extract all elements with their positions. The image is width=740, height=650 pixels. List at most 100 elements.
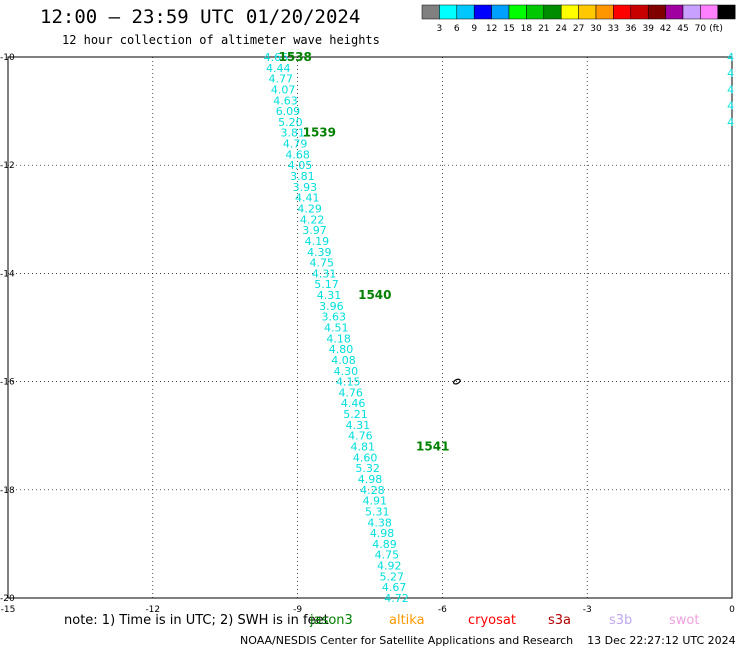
swh-value-label: 4.72: [384, 592, 409, 605]
legend-tick-label: 30: [590, 24, 602, 34]
swh-value-label: 4.81: [351, 441, 376, 454]
swh-value-label: 4.44: [266, 62, 291, 75]
swh-value-label: 4.05: [288, 159, 313, 172]
swh-value-label: 3.96: [319, 300, 344, 313]
swh-value-label: 4.63: [273, 94, 298, 107]
y-tick-label: -12: [0, 161, 15, 171]
swh-value-label: 4.28: [360, 484, 385, 497]
swh-value-label: 5.21: [343, 408, 368, 421]
legend-tick-label: 18: [521, 24, 533, 34]
plot-frame: [7, 56, 733, 599]
y-tick-label: -18: [0, 486, 15, 496]
swh-value-label: 5.20: [278, 116, 303, 129]
legend-tick-label: 39: [642, 24, 654, 34]
swh-value-label: 3.93: [293, 181, 318, 194]
legend-unit: (ft): [709, 24, 723, 34]
x-tick-label: -9: [293, 605, 302, 615]
swh-value-label: 4.79: [283, 138, 308, 151]
swh-value-label: 4.60: [353, 451, 378, 464]
satellite-legend-altika: altika: [389, 613, 425, 628]
swh-value-label: 4.22: [300, 213, 325, 226]
swh-value-label: 4.98: [370, 527, 395, 540]
swh-value-label: 4: [727, 100, 734, 113]
satellite-legend-jason3: jason3: [310, 613, 353, 628]
legend-tick-label: 9: [471, 24, 477, 34]
y-tick-label: -16: [0, 378, 15, 388]
swh-value-label: 4.41: [295, 192, 320, 205]
swh-value-label: 5.17: [314, 278, 339, 291]
swh-value-label: 4.98: [358, 473, 383, 486]
swh-value-label: 4.51: [324, 322, 349, 335]
footer-credit-text: NOAA/NESDIS Center for Satellite Applica…: [240, 634, 574, 647]
coastline-mark: [452, 378, 461, 385]
swh-value-label: 4.07: [271, 83, 296, 96]
y-tick-label: -14: [0, 269, 15, 279]
legend-tick-label: 33: [608, 24, 619, 34]
swh-value-label: 4: [727, 83, 734, 96]
satellite-legend-cryosat: cryosat: [468, 613, 516, 628]
pass-number-label: 1541: [416, 440, 449, 454]
swh-value-label: 4.31: [317, 289, 342, 302]
swh-value-label: 4.29: [297, 202, 322, 215]
swh-value-label: 5.31: [365, 505, 390, 518]
legend-tick-label: 3: [437, 24, 443, 34]
swh-value-label: 4.08: [331, 354, 356, 367]
swh-value-label: 4.92: [377, 560, 402, 573]
note-text: note: 1) Time is in UTC; 2) SWH is in fe…: [64, 613, 329, 628]
y-tick-label: -10: [0, 53, 15, 63]
swh-value-label: 4.38: [367, 516, 392, 529]
legend-tick-label: 12: [486, 24, 497, 34]
x-tick-label: 0: [729, 605, 735, 615]
x-tick-label: -12: [145, 605, 160, 615]
swh-value-label: 4.19: [305, 235, 330, 248]
swh-value-label: 4.80: [329, 343, 354, 356]
legend-tick-label: 45: [677, 24, 688, 34]
x-tick-label: -6: [438, 605, 447, 615]
swh-value-label: 4.66: [264, 51, 289, 64]
footer-credit: NOAA/NESDIS Center for Satellite Applica…: [240, 634, 736, 647]
swh-value-label: 4: [727, 116, 734, 129]
legend-tick-label: 6: [454, 24, 460, 34]
plot-title: 12:00 — 23:59 UTC 01/20/2024: [40, 6, 361, 28]
swh-value-label: 4.31: [346, 419, 371, 432]
x-tick-label: -15: [1, 605, 16, 615]
swh-value-label: 4: [727, 51, 734, 64]
satellite-legend-s3b: s3b: [609, 613, 633, 628]
swh-value-label: 4.76: [348, 430, 373, 443]
legend-tick-label: 70: [695, 24, 707, 34]
swh-value-label: 4.46: [341, 397, 366, 410]
swh-value-label: 5.27: [379, 570, 404, 583]
pass-number-label: 1539: [303, 126, 336, 140]
swh-value-label: 4.76: [338, 386, 363, 399]
y-tick-label: -20: [0, 594, 15, 604]
pass-number-label: 1538: [278, 50, 311, 64]
satellite-legend-swot: swot: [669, 613, 700, 628]
legend-tick-label: 36: [625, 24, 637, 34]
legend-tick-label: 15: [503, 24, 514, 34]
swh-value-label: 4.30: [334, 365, 359, 378]
swh-value-label: 3.81: [290, 170, 315, 183]
legend-tick-label: 42: [660, 24, 671, 34]
swh-value-label: 4.39: [307, 246, 332, 259]
footer-timestamp: 13 Dec 22:27:12 UTC 2024: [587, 634, 736, 647]
swh-value-label: 4.18: [326, 332, 351, 345]
swh-value-label: 4.67: [382, 581, 407, 594]
plot-subtitle: 12 hour collection of altimeter wave hei…: [62, 33, 380, 47]
legend-tick-label: 24: [555, 24, 567, 34]
swh-value-label: 6.09: [276, 105, 301, 118]
swh-value-label: 4.91: [363, 495, 388, 508]
swh-value-label: 4.68: [285, 148, 310, 161]
swh-value-label: 3.63: [322, 311, 347, 324]
swh-value-label: 4.75: [309, 257, 334, 270]
swh-value-label: 4.31: [312, 267, 337, 280]
legend-swatch: [717, 4, 736, 20]
swh-value-label: 4.15: [336, 376, 361, 389]
swh-value-label: 4: [727, 67, 734, 80]
swh-value-label: 5.32: [355, 462, 380, 475]
pass-number-label: 1540: [358, 288, 391, 302]
swh-value-label: 4.89: [372, 538, 397, 551]
legend-tick-label: 27: [573, 24, 584, 34]
satellite-legend-s3a: s3a: [548, 613, 572, 628]
swh-value-label: 3.97: [302, 224, 327, 237]
